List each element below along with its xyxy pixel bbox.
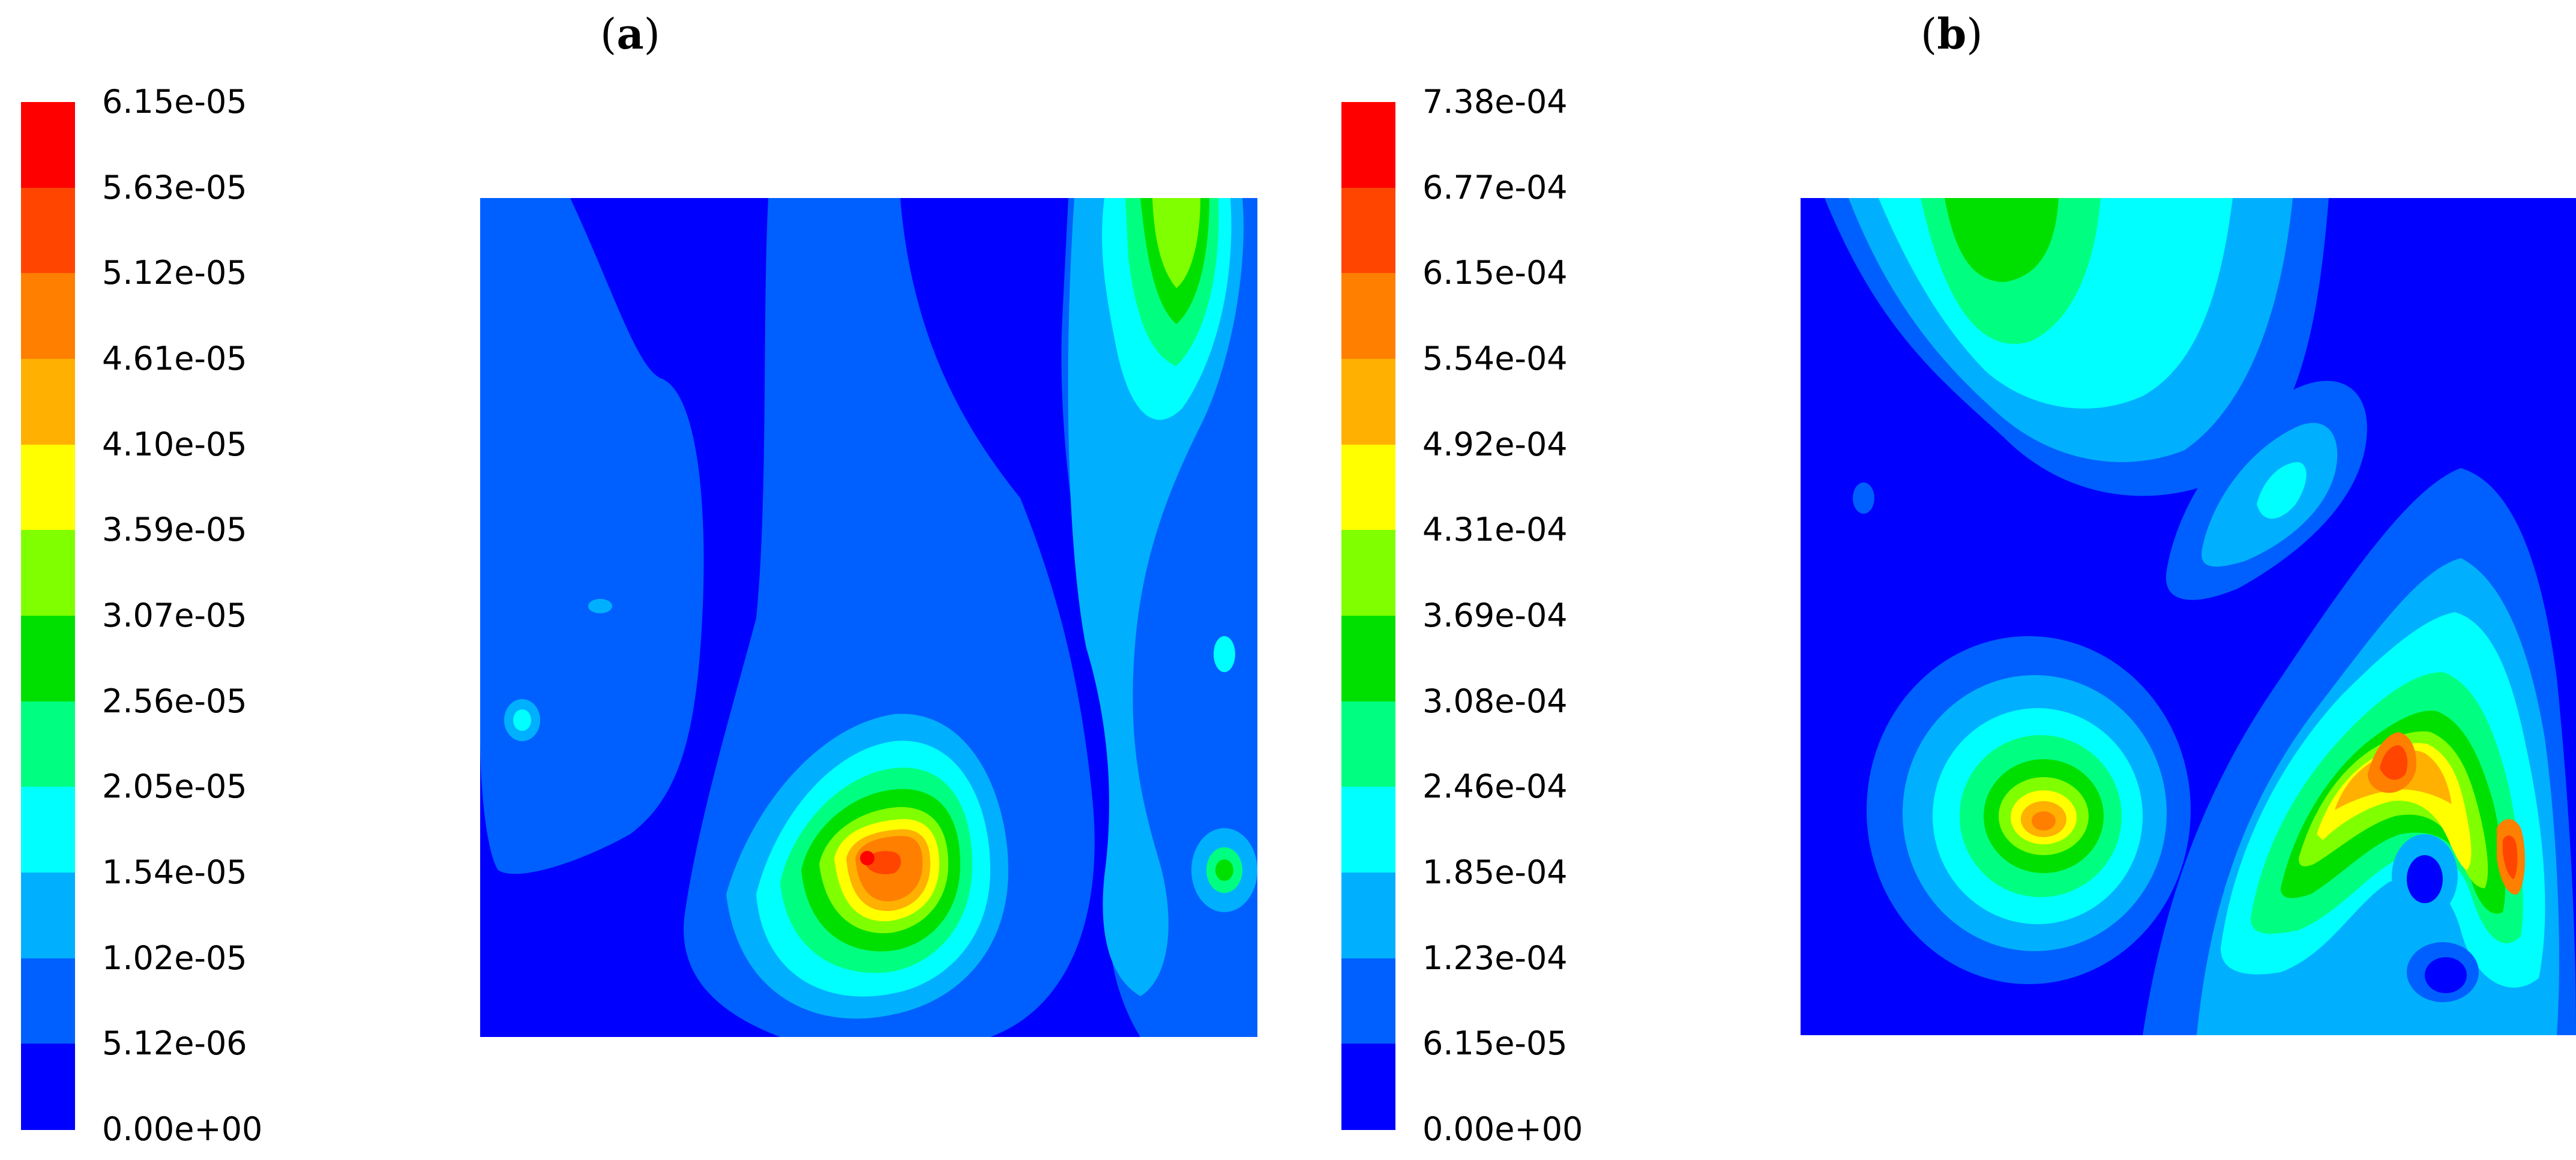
contour-b-right-peak-1-core bbox=[2380, 745, 2408, 780]
colorbar-b-tick-label: 4.92e-04 bbox=[1422, 425, 1568, 463]
colorbar-a-segment bbox=[21, 787, 75, 873]
colorbar-a-tick-label: 6.15e-05 bbox=[102, 83, 247, 121]
colorbar-a-tick-label: 5.12e-05 bbox=[102, 254, 247, 292]
colorbar-a-tick-label: 1.54e-05 bbox=[102, 853, 247, 891]
colorbar-a-segment bbox=[21, 873, 75, 959]
colorbar-a-segment bbox=[21, 1044, 75, 1130]
colorbar-b-segment bbox=[1341, 701, 1395, 788]
colorbar-b-tick-label: 7.38e-04 bbox=[1422, 83, 1568, 121]
contour-a-spot-2 bbox=[588, 599, 612, 613]
colorbar-b-segment bbox=[1341, 873, 1395, 959]
colorbar-b-segment bbox=[1341, 273, 1395, 359]
colorbar-b-segment bbox=[1341, 102, 1395, 188]
colorbar-b-tick-label: 3.08e-04 bbox=[1422, 682, 1568, 720]
panel-b-letter: b bbox=[1937, 9, 1967, 59]
colorbar-b-segment bbox=[1341, 958, 1395, 1045]
contour-b-left-ring-9 bbox=[2032, 811, 2056, 831]
colorbar-a-tick-label: 5.12e-06 bbox=[102, 1024, 247, 1063]
colorbar-b-tick-label: 6.15e-04 bbox=[1422, 254, 1568, 292]
contour-b-hole-1-core bbox=[2407, 855, 2443, 903]
colorbar-b-tick-label: 4.31e-04 bbox=[1422, 511, 1568, 549]
colorbar-a-segment bbox=[21, 359, 75, 445]
contour-b-hole-2-core bbox=[2425, 957, 2467, 993]
colorbar-a-tick-label: 4.61e-05 bbox=[102, 340, 247, 377]
colorbar-a-segment bbox=[21, 701, 75, 788]
contour-b-mid-ellipse-3 bbox=[2257, 462, 2307, 519]
contour-b-spot bbox=[1853, 482, 1874, 514]
colorbar-a-segment bbox=[21, 187, 75, 274]
colorbar-a-tick-label: 0.00e+00 bbox=[102, 1110, 263, 1148]
colorbar-b-tick-label: 2.46e-04 bbox=[1422, 768, 1568, 806]
colorbar-b-segment bbox=[1341, 187, 1395, 274]
colorbar-a-segment bbox=[21, 530, 75, 616]
colorbar-a-tick-label: 2.56e-05 bbox=[102, 682, 247, 720]
colorbar-a bbox=[21, 102, 75, 1130]
colorbar-a-segment bbox=[21, 102, 75, 188]
colorbar-a-segment bbox=[21, 958, 75, 1045]
colorbar-b-segment bbox=[1341, 787, 1395, 873]
colorbar-b-tick-label: 1.85e-04 bbox=[1422, 853, 1568, 891]
colorbar-a-tick-label: 3.07e-05 bbox=[102, 597, 247, 634]
colorbar-a-segment bbox=[21, 616, 75, 702]
colorbar-a-tick-label: 1.02e-05 bbox=[102, 939, 247, 977]
colorbar-a-segment bbox=[21, 273, 75, 359]
colorbar-a-tick-label: 4.10e-05 bbox=[102, 425, 247, 463]
colorbar-b-tick-label: 5.54e-04 bbox=[1422, 340, 1568, 377]
contour-a-spot-3 bbox=[1214, 636, 1235, 672]
colorbar-a-tick-label: 5.63e-05 bbox=[102, 168, 247, 206]
contour-a-band-right-1 bbox=[1068, 198, 1244, 996]
panel-b-label: (b) bbox=[1921, 9, 1983, 59]
contour-plot-a bbox=[480, 198, 1257, 1037]
colorbar-b-segment bbox=[1341, 444, 1395, 531]
contour-b-top-band-5 bbox=[1945, 198, 2059, 282]
colorbar-b bbox=[1341, 102, 1395, 1130]
contour-b-right-peak-2-core bbox=[2503, 835, 2518, 879]
contour-plot-a-svg bbox=[480, 198, 1257, 1037]
colorbar-b-tick-label: 6.77e-04 bbox=[1422, 168, 1568, 206]
contour-a-region-left bbox=[480, 198, 704, 874]
panel-a-label: (a) bbox=[600, 9, 660, 59]
colorbar-b-tick-label: 0.00e+00 bbox=[1422, 1110, 1583, 1148]
contour-a-right-blob-center bbox=[1215, 859, 1233, 881]
panel-a-letter: a bbox=[616, 9, 644, 59]
contour-a-spot-1-core bbox=[513, 709, 531, 731]
colorbar-a-segment bbox=[21, 444, 75, 531]
colorbar-a-tick-label: 2.05e-05 bbox=[102, 768, 247, 806]
colorbar-b-segment bbox=[1341, 616, 1395, 702]
colorbar-b-tick-label: 1.23e-04 bbox=[1422, 939, 1568, 977]
colorbar-b-tick-label: 6.15e-05 bbox=[1422, 1024, 1568, 1063]
contour-plot-b-svg bbox=[1825, 198, 2576, 1035]
contour-a-peak-dot bbox=[860, 851, 874, 865]
colorbar-b-segment bbox=[1341, 359, 1395, 445]
contour-a-band-right-5 bbox=[1152, 198, 1200, 288]
colorbar-a-tick-label: 3.59e-05 bbox=[102, 511, 247, 549]
colorbar-b-tick-label: 3.69e-04 bbox=[1422, 597, 1568, 634]
colorbar-b-segment bbox=[1341, 530, 1395, 616]
contour-plot-b bbox=[1801, 198, 2576, 1035]
colorbar-b-segment bbox=[1341, 1044, 1395, 1130]
